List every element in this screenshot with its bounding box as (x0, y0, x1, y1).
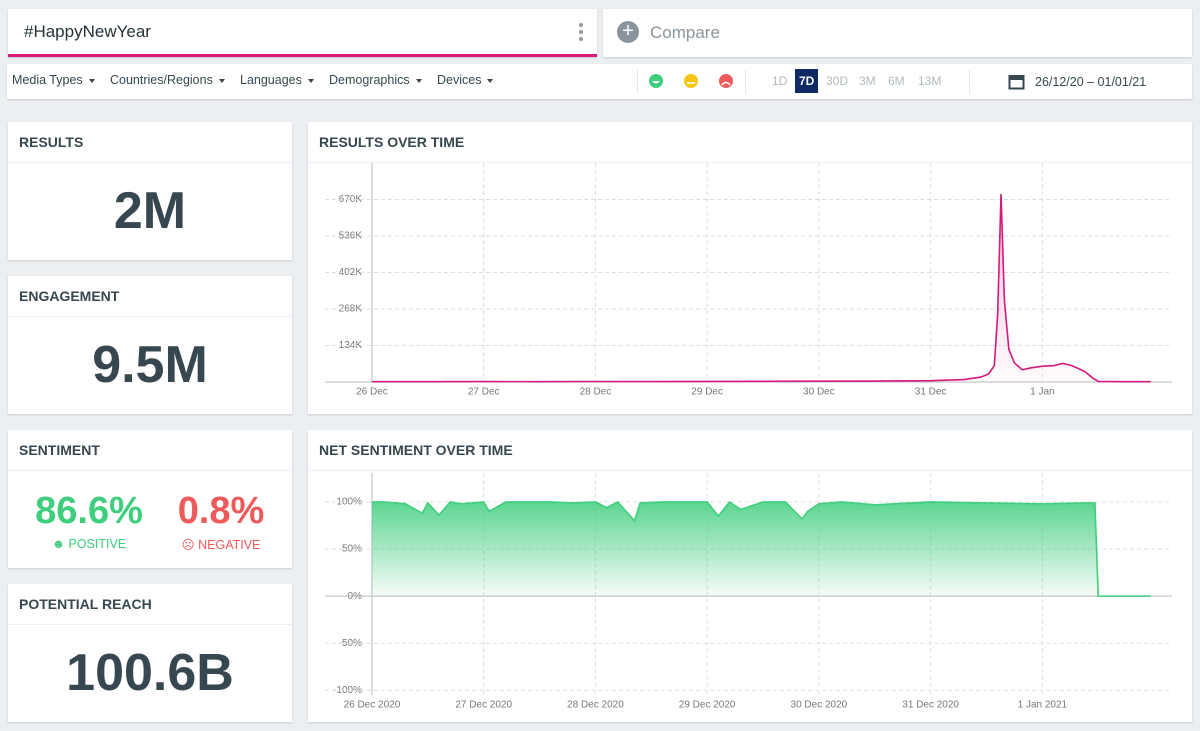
y-tick-label: 536K (339, 231, 363, 242)
compare-box[interactable]: + Compare (603, 9, 1192, 57)
menu-dots[interactable] (579, 23, 583, 44)
compare-label: Compare (650, 23, 720, 42)
negative-value: 0.8% (177, 490, 265, 532)
filter-bar: Media Types Countries/Regions Languages … (7, 64, 1192, 99)
positive-label-text: POSITIVE (68, 537, 127, 551)
x-tick-label: 30 Dec (803, 387, 835, 398)
positive-value: 86.6% (35, 490, 143, 532)
card-title: SENTIMENT (8, 430, 292, 471)
y-tick-label: 134K (339, 340, 363, 351)
positive-label: ☻ POSITIVE (51, 537, 127, 551)
search-box[interactable]: #HappyNewYear (8, 9, 597, 57)
x-tick-label: 26 Dec 2020 (344, 700, 401, 711)
x-tick-label: 28 Dec (580, 387, 612, 398)
time-range[interactable]: 7D (795, 69, 819, 93)
x-tick-label: 27 Dec (468, 387, 500, 398)
y-tick-label: 268K (339, 304, 363, 315)
x-tick-label: 31 Dec (915, 387, 947, 398)
filter[interactable]: Media Types (12, 73, 95, 87)
y-tick-label: 50% (342, 544, 362, 555)
chart: 134K 268K 402K 536K 670K 26 Dec 27 Dec 28 Dec 29… (325, 163, 1172, 398)
negative: 0.8% ☹ NEGATIVE (150, 490, 292, 552)
calendar-icon[interactable] (1008, 73, 1025, 90)
negative-label: ☹ NEGATIVE (181, 538, 261, 552)
engagement-card: ENGAGEMENT 9.5M (8, 276, 292, 414)
y-tick-label: 670K (339, 194, 363, 205)
chart-card: NET SENTIMENT OVER TIME -100% -50% 0% 50% 10… (308, 430, 1192, 722)
time-range[interactable]: 1D (772, 74, 788, 88)
chart-title: NET SENTIMENT OVER TIME (308, 430, 1192, 471)
y-tick-label: 402K (339, 267, 363, 278)
line (371, 500, 1151, 597)
x-tick-label: 28 Dec 2020 (567, 700, 624, 711)
card-value: 9.5M (92, 336, 208, 394)
separator (969, 70, 970, 94)
date-range[interactable]: 26/12/20 – 01/01/21 (1035, 75, 1147, 89)
x-tick-label: 1 Jan (1030, 387, 1054, 398)
x-tick-label: 26 Dec (356, 387, 388, 398)
chart-card: RESULTS OVER TIME 134K 268K 402K 536K 670K 26… (308, 122, 1192, 414)
x-tick-label: 30 Dec 2020 (791, 700, 848, 711)
negative-label-text: NEGATIVE (198, 538, 261, 552)
x-tick-label: 29 Dec 2020 (679, 700, 736, 711)
search-query: #HappyNewYear (24, 22, 151, 41)
filter[interactable]: Demographics (329, 73, 422, 87)
separator (745, 70, 746, 94)
results-card: RESULTS 2M (8, 122, 292, 260)
filter[interactable]: Countries/Regions (110, 73, 225, 87)
x-tick-label: 29 Dec (691, 387, 723, 398)
card-value: 2M (113, 182, 187, 240)
x-tick-label: 31 Dec 2020 (902, 700, 959, 711)
time-range[interactable]: 6M (888, 74, 905, 88)
time-range[interactable]: 13M (918, 74, 942, 88)
chart-title: RESULTS OVER TIME (308, 122, 1192, 163)
card-title: POTENTIAL REACH (8, 584, 292, 625)
filter[interactable]: Devices (437, 73, 493, 87)
x-tick-label: 27 Dec 2020 (455, 700, 512, 711)
filter[interactable]: Languages (240, 73, 314, 87)
separator (637, 70, 638, 94)
x-tick-label: 1 Jan 2021 (1018, 700, 1068, 711)
time-range[interactable]: 30D (826, 74, 849, 88)
reach-card: POTENTIAL REACH 100.6B (8, 584, 292, 722)
sentiment-filters[interactable] (647, 71, 747, 91)
card-title: RESULTS (8, 122, 292, 163)
positive: 86.6% ☻ POSITIVE (18, 490, 160, 551)
chart: -100%-50%0%50%100%26 Dec 2020 27 Dec 2020… (325, 473, 1172, 711)
area-fill (371, 501, 1151, 597)
card-title: ENGAGEMENT (8, 276, 292, 317)
line (371, 194, 1151, 383)
plus-icon: + (617, 21, 639, 43)
card-value: 100.6B (66, 644, 234, 702)
area-fill (371, 194, 1151, 382)
sentiment-card: SENTIMENT 86.6% ☻ POSITIVE 0.8% ☹ NEGATIVE (8, 430, 292, 568)
y-tick-label: -50% (339, 638, 362, 649)
time-range[interactable]: 3M (859, 74, 876, 88)
